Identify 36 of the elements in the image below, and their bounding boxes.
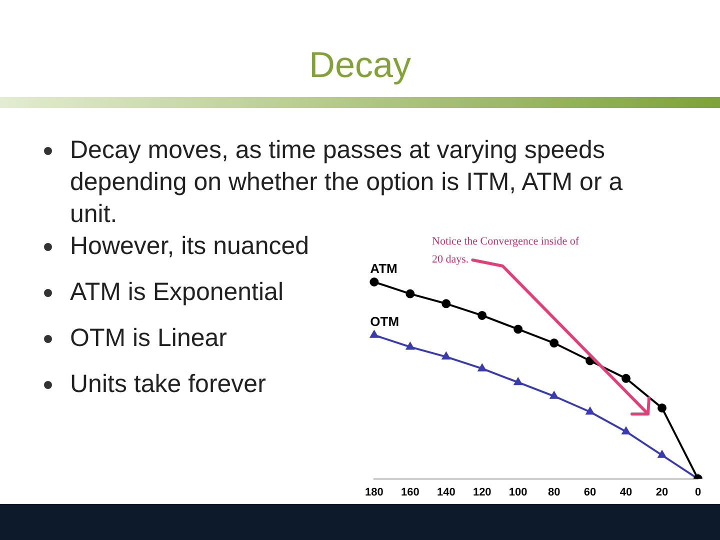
x-tick-label: 80	[548, 486, 560, 498]
text: Units take forever	[70, 369, 267, 400]
point	[622, 427, 630, 434]
point	[586, 407, 594, 415]
text: OTM is Linear	[70, 324, 227, 352]
point	[514, 378, 522, 386]
point	[370, 278, 379, 286]
point	[622, 374, 631, 383]
point	[550, 338, 559, 348]
x-tick-label: 40	[620, 486, 632, 498]
point	[406, 342, 414, 350]
x-tick-label: 180	[364, 486, 384, 498]
x-tick-label: 20	[656, 486, 668, 498]
point	[406, 289, 415, 298]
x-tick-label: 60	[584, 486, 596, 498]
x-tick-label: 140	[436, 486, 456, 498]
point	[550, 392, 558, 399]
point	[442, 352, 450, 360]
point	[658, 450, 666, 458]
point	[478, 364, 486, 372]
point	[514, 324, 523, 334]
x-tick-label: 0	[694, 486, 702, 498]
point	[442, 299, 451, 308]
text: Decay moves, as time passes at varying speeds depending on whether the option is ITM, ATM or a unit.	[70, 135, 624, 230]
point	[370, 330, 378, 338]
x-tick-label: 100	[508, 486, 528, 498]
point	[478, 310, 487, 320]
text: However, its nuanced	[70, 232, 310, 260]
x-tick-label: 160	[400, 486, 420, 498]
point	[658, 403, 667, 412]
text: Notice the Convergence inside of 20 days.	[432, 235, 580, 266]
x-tick-label: 120	[472, 486, 492, 498]
series-label: OTM	[370, 314, 400, 330]
text: ATM is Exponential	[70, 277, 285, 308]
chart-title: Decay	[308, 44, 412, 86]
series-label: ATM	[370, 261, 398, 276]
